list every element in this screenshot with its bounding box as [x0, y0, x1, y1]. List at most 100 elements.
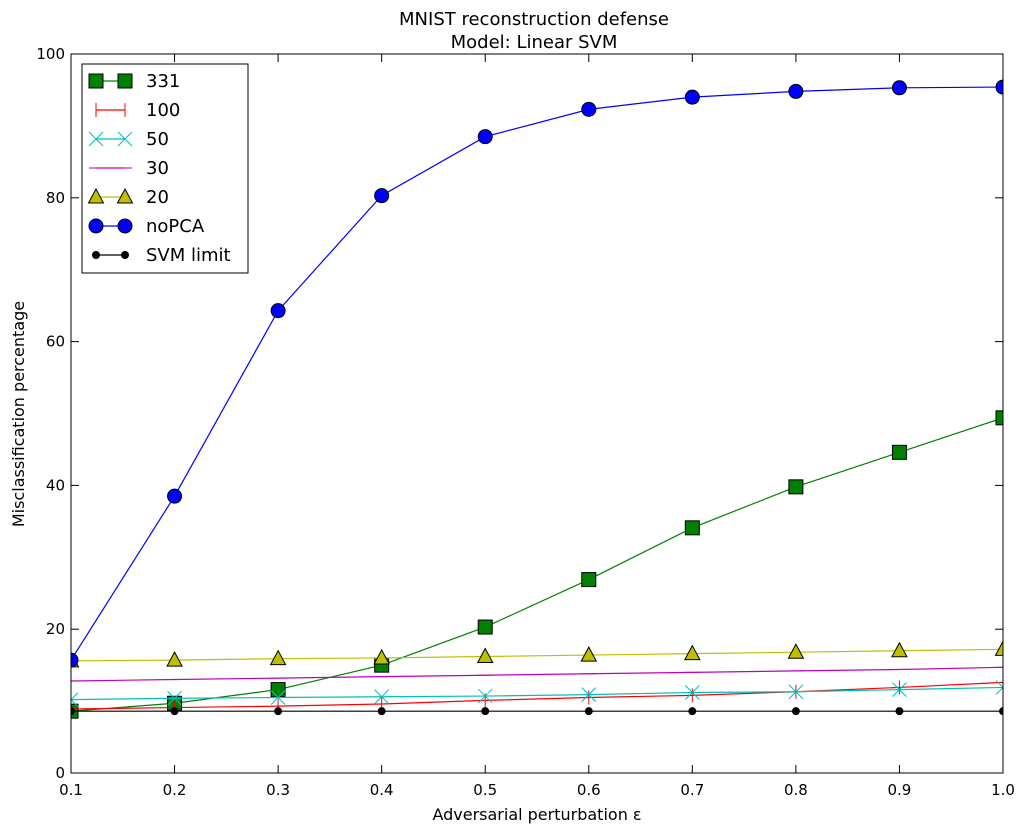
data-point-331 [995, 410, 1003, 426]
data-point-20 [476, 647, 494, 664]
series-svm-limit [71, 707, 1003, 716]
data-point-331 [788, 479, 804, 495]
data-point-20 [373, 648, 391, 665]
series-20 [71, 640, 1003, 668]
legend-item-svm-limit: SVM limit [92, 245, 231, 266]
data-point-20 [891, 641, 908, 658]
series-line-331 [71, 417, 1003, 712]
legend-item-30: 30 [89, 158, 169, 179]
series-nopca [71, 79, 1003, 668]
x-axis-label: Adversarial perturbation ε [432, 805, 641, 824]
legend-marker [116, 187, 134, 204]
legend-label: 50 [146, 129, 169, 150]
data-point-svm-limit [377, 707, 386, 716]
legend-item-50: 50 [88, 129, 169, 150]
data-point-50 [167, 690, 182, 706]
data-point-nopca [684, 89, 700, 105]
data-point-50 [71, 692, 79, 708]
data-point-nopca [167, 488, 183, 504]
legend-label: 331 [146, 71, 180, 92]
x-tick-label: 1.0 [991, 781, 1015, 799]
plot-frame [70, 53, 1004, 774]
y-tick-label: 60 [46, 333, 65, 351]
x-tick-label: 0.5 [473, 781, 497, 799]
x-tick-label: 0.4 [370, 781, 394, 799]
data-point-svm-limit [688, 707, 697, 716]
y-tick-label: 80 [46, 189, 65, 207]
y-tick-label: 40 [46, 476, 65, 494]
data-point-331 [891, 444, 907, 460]
data-point-50 [581, 687, 597, 702]
y-tick-label: 0 [55, 764, 65, 782]
legend-marker [117, 131, 133, 147]
legend-label: SVM limit [146, 245, 231, 266]
x-tick-label: 0.2 [163, 781, 187, 799]
data-point-20 [580, 646, 598, 662]
legend-item-nopca: noPCA [88, 216, 205, 237]
legend-label: noPCA [146, 216, 205, 237]
data-point-20 [166, 651, 183, 667]
data-point-331 [270, 682, 286, 698]
data-point-svm-limit [895, 707, 904, 716]
x-tick-label: 0.8 [784, 781, 808, 799]
legend-marker [88, 73, 104, 89]
series-line-100 [71, 681, 1003, 710]
series-line-30 [71, 666, 1003, 682]
data-point-50 [892, 682, 907, 697]
series-line-nopca [71, 86, 1003, 661]
legend-items: 331 100 50 30 20 noPCA SVM limit [87, 71, 231, 266]
plot-area: 0.1 0.2 0.3 0.4 0.5 0.6 0.7 0.8 0.9 1.0 0 20 40 60 80 1… [36, 45, 1015, 799]
data-point-nopca [581, 101, 597, 117]
legend-item-331: 331 [88, 71, 180, 92]
data-point-20 [787, 643, 805, 659]
series-line-50 [71, 686, 1003, 701]
data-point-svm-limit [274, 707, 283, 716]
y-tick-label: 100 [36, 45, 65, 63]
legend-marker [88, 131, 104, 147]
x-tick-label: 0.7 [680, 781, 704, 799]
legend-marker [117, 73, 133, 89]
x-tick-label: 0.3 [266, 781, 290, 799]
data-point-331 [477, 619, 493, 635]
data-point-svm-limit [170, 707, 179, 716]
legend-marker [121, 251, 129, 259]
data-point-nopca [788, 83, 804, 99]
ticks-layer: 0.1 0.2 0.3 0.4 0.5 0.6 0.7 0.8 0.9 1.0 0 20 40 60 80 1… [36, 45, 1015, 799]
data-point-20 [683, 644, 701, 661]
legend-item-100: 100 [95, 100, 180, 121]
legend: 331 100 50 30 20 noPCA SVM limit [81, 63, 249, 274]
series-30 [71, 666, 1003, 682]
data-point-50 [374, 689, 390, 705]
data-point-50 [684, 685, 700, 700]
legend-label: 20 [146, 187, 169, 208]
data-point-svm-limit [584, 707, 593, 716]
legend-marker [117, 218, 133, 234]
series-331 [71, 410, 1003, 719]
legend-item-20: 20 [87, 187, 169, 208]
legend-label: 100 [146, 100, 180, 121]
chart-subtitle: Model: Linear SVM [451, 32, 618, 53]
data-point-20 [994, 640, 1003, 656]
data-point-331 [684, 520, 700, 536]
y-axis-label: Misclassification percentage [9, 301, 28, 527]
x-tick-label: 0.9 [888, 781, 912, 799]
data-point-20 [269, 649, 287, 666]
data-point-nopca [71, 652, 79, 668]
legend-marker [87, 187, 105, 204]
data-point-nopca [995, 79, 1003, 95]
data-point-svm-limit [999, 707, 1003, 716]
data-point-50 [270, 690, 286, 705]
x-tick-label: 0.6 [577, 781, 601, 799]
data-point-nopca [270, 303, 286, 319]
legend-marker [88, 218, 104, 234]
data-point-50 [788, 684, 804, 700]
legend-marker [92, 251, 100, 259]
series-layer [71, 79, 1003, 719]
data-point-nopca [374, 188, 390, 204]
data-point-svm-limit [71, 707, 75, 716]
x-tick-label: 0.1 [59, 781, 83, 799]
data-point-50 [477, 688, 493, 704]
data-point-50 [995, 680, 1003, 695]
data-point-svm-limit [481, 707, 490, 716]
